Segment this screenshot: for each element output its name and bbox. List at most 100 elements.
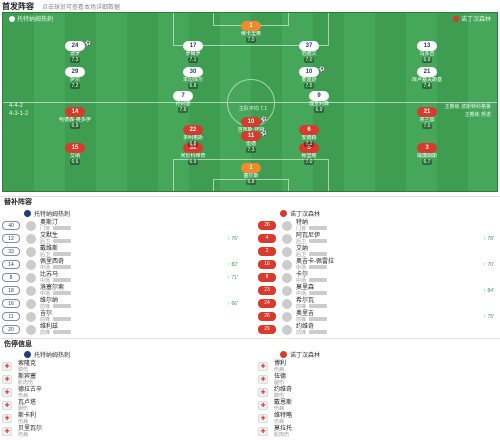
- player-rating: 7.5: [303, 83, 315, 89]
- home-injury-row[interactable]: ✚ 斯卡利 伤病: [2, 412, 242, 425]
- away-player-4[interactable]: 31 米伦科维奇 6.9: [171, 143, 215, 165]
- injury-player-name: 斯卡利: [18, 412, 37, 419]
- away-player-11[interactable]: 11 ⚽ 伍德 7.3: [229, 131, 273, 153]
- sub-name: 莫里森: [296, 284, 315, 291]
- home-injury-row[interactable]: ✚ 斯宾塞 肌肉伤: [2, 373, 242, 386]
- away-injury-row[interactable]: ✚ 莫拉托 肌肉伤: [258, 425, 498, 438]
- away-injury-row[interactable]: ✚ 博利 伤病: [258, 360, 498, 373]
- avatar: [26, 285, 36, 296]
- sub-name: 佩里西奇: [40, 258, 65, 265]
- away-player-1[interactable]: 1 塞尔斯 6.8: [229, 163, 273, 185]
- sub-stat-bar: [309, 304, 328, 309]
- sub-position: 前锋: [40, 317, 242, 323]
- away-injury-row[interactable]: ✚ 伍德 腿伤: [258, 373, 498, 386]
- home-subs-list: 40 奥斯汀 门将 12 艾默生 后卫 ↑ 76' 33 戴维斯 后卫 14 佩里西奇 中场 ↑ 82' 8…: [2, 219, 242, 336]
- home-injury-row[interactable]: ✚ 德拉古辛 伤病: [2, 386, 242, 399]
- player-rating: 6.9: [187, 159, 199, 165]
- sub-name: 洛塞尔索: [40, 284, 65, 291]
- away-sub-row[interactable]: 26 奥里吉 前锋 ↑ 75': [258, 310, 498, 323]
- sub-name: 比苏马: [40, 271, 59, 278]
- home-player-6[interactable]: 29 萨尔 7.2: [53, 67, 97, 89]
- home-sub-row[interactable]: 16 维尔纳 前锋 ↑ 66': [2, 297, 242, 310]
- away-player-6[interactable]: 22 多明格斯 6.8: [171, 125, 215, 147]
- home-sub-row[interactable]: 8 比苏马 中场 ↑ 71': [2, 271, 242, 284]
- home-sub-row[interactable]: 14 佩里西奇 中场 ↑ 82': [2, 258, 242, 271]
- home-sub-row[interactable]: 33 戴维斯 后卫: [2, 245, 242, 258]
- away-player-10[interactable]: 14 哈德森-奥多伊 6.9: [53, 107, 97, 129]
- away-player-2[interactable]: 3 威廉姆斯 6.7: [405, 143, 449, 165]
- injuries-home-team-head: 托特纳姆热刺: [24, 349, 70, 359]
- sub-stat-bar: [53, 330, 72, 335]
- home-player-8[interactable]: 10 ⚽ 麦迪逊 7.5: [287, 67, 331, 89]
- avatar: [282, 246, 292, 257]
- injury-player-name: 贝里瓦尔: [18, 425, 43, 432]
- home-player-9[interactable]: 21 库卢塞夫斯基 7.4: [405, 67, 449, 89]
- sub-stat-bar: [53, 291, 72, 296]
- sub-name: 艾默生: [40, 232, 59, 239]
- home-player-4[interactable]: 37 范德文 7.0: [287, 41, 331, 63]
- injury-reason: 肌肉伤: [18, 379, 34, 386]
- sub-name: 维利兹: [40, 323, 59, 330]
- away-injury-row[interactable]: ✚ 约维奇 膝伤: [258, 386, 498, 399]
- away-team-logo: [280, 350, 287, 358]
- sub-in-icon: ↑ 82': [227, 261, 238, 268]
- injury-info: 斯卡利 伤病: [18, 413, 36, 425]
- lineup-header: 首发阵容 点击球员可查看本场详细数据: [0, 0, 500, 12]
- away-injury-row[interactable]: ✚ 戴恩斯 伤病: [258, 399, 498, 412]
- player-number: 10: [241, 117, 261, 127]
- home-sub-row[interactable]: 18 洛塞尔索 中场: [2, 284, 242, 297]
- player-number: 31: [183, 143, 203, 153]
- injury-icon: ✚: [2, 388, 12, 397]
- home-sub-row[interactable]: 20 维利兹 前锋: [2, 323, 242, 336]
- injury-player-name: 瓦卢塔: [18, 399, 37, 406]
- home-player-1[interactable]: 1 维卡里奥 7.0: [229, 21, 273, 43]
- home-player-2[interactable]: 24 ⚽ 波罗 7.3: [53, 41, 97, 63]
- away-injury-row[interactable]: ✚ 维特略 伤病: [258, 412, 498, 425]
- player-rating: 7.1: [187, 57, 199, 63]
- sub-info: 吉尔 前锋: [40, 311, 242, 323]
- away-sub-row[interactable]: 8 卡尔 中场: [258, 271, 498, 284]
- away-player-8[interactable]: 21 埃兰加 7.0: [405, 107, 449, 129]
- sub-position: 后卫: [40, 239, 242, 245]
- home-sub-row[interactable]: 40 奥斯汀 门将: [2, 219, 242, 232]
- sub-number: 11: [2, 312, 20, 321]
- away-sub-row[interactable]: 24 希尔瓦 前锋: [258, 297, 498, 310]
- sub-number: 29: [258, 325, 276, 334]
- away-sub-row[interactable]: 26 特纳 门将: [258, 219, 498, 232]
- sub-number: 2: [258, 247, 276, 256]
- injury-player-name: 博利: [274, 360, 287, 367]
- away-sub-row[interactable]: 23 莫里森 中场 ↑ 84': [258, 284, 498, 297]
- home-formation: 4-4-2: [9, 103, 24, 109]
- home-injury-row[interactable]: ✚ 索隆克 膝伤: [2, 360, 242, 373]
- away-sub-row[interactable]: 2 艾纳 后卫: [258, 245, 498, 258]
- injuries-away-team-head: 诺丁汉森林: [280, 349, 320, 359]
- away-sub-row[interactable]: 16 奥吉卡-佩雷拉 中场 ↑ 70': [258, 258, 498, 271]
- away-player-3[interactable]: 5 穆里略 7.0: [287, 143, 331, 165]
- home-player-3[interactable]: 17 罗梅罗 7.1: [171, 41, 215, 63]
- sub-stat-bar: [53, 304, 72, 309]
- sub-number: 16: [258, 260, 276, 269]
- home-player-11[interactable]: 9 理查利森 6.9: [297, 91, 341, 113]
- avatar: [26, 259, 36, 270]
- sub-info: 比苏马 中场: [40, 272, 242, 284]
- sub-in-icon: ↑ 75': [483, 313, 494, 320]
- home-injury-row[interactable]: ✚ 贝里瓦尔 伤病: [2, 425, 242, 438]
- home-injury-row[interactable]: ✚ 瓦卢塔 脚伤: [2, 399, 242, 412]
- away-player-7[interactable]: 6 安德森 7.1: [287, 125, 331, 147]
- pitch: 托特纳姆热刺 诺丁汉森林 4-4-2 4-3-1-2 主教练 波斯特科格鲁 主教…: [2, 12, 498, 192]
- home-sub-row[interactable]: 12 艾默生 后卫 ↑ 76': [2, 232, 242, 245]
- injury-reason: 伤病: [18, 392, 29, 399]
- sub-in-icon: ↑ 84': [483, 287, 494, 294]
- player-number: 1: [241, 163, 261, 173]
- avatar: [282, 233, 292, 244]
- away-player-5[interactable]: 15 艾纳 6.6: [53, 143, 97, 165]
- player-rating: 7.0: [245, 37, 257, 43]
- home-sub-row[interactable]: 11 吉尔 前锋: [2, 310, 242, 323]
- sub-position: 前锋: [296, 317, 498, 323]
- home-player-10[interactable]: 7 孙兴慜 7.6: [161, 91, 205, 113]
- away-sub-row[interactable]: 29 约维奇 前锋: [258, 323, 498, 336]
- home-player-7[interactable]: 30 本坦库尔 6.8: [171, 67, 215, 89]
- away-sub-row[interactable]: 4 阿瓦尼伊 后卫 ↑ 78': [258, 232, 498, 245]
- home-player-5[interactable]: 13 乌多吉 6.9: [405, 41, 449, 63]
- sub-name: 吉尔: [40, 310, 53, 317]
